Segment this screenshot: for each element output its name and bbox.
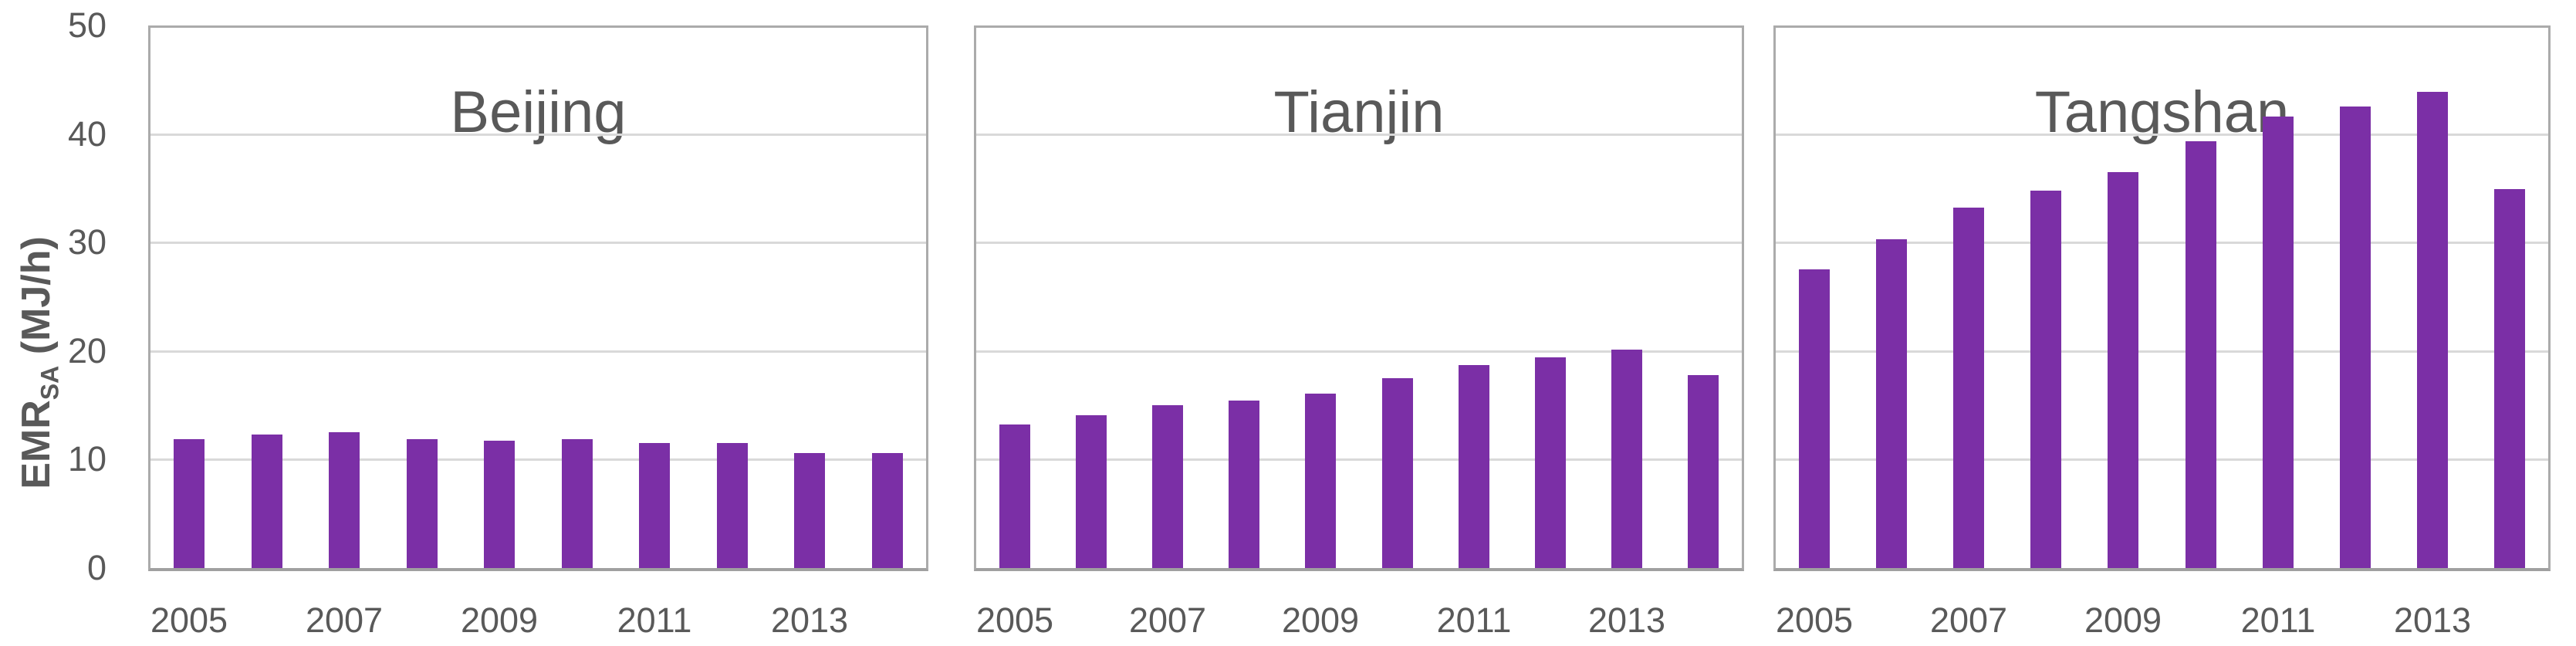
- gridline-10: [1776, 458, 2548, 462]
- bar-2014: [872, 453, 903, 568]
- x-axis-tick-label-2011: 2011: [1436, 600, 1512, 640]
- chart-panel-tianjin: Tianjin: [974, 25, 1744, 571]
- bar-2006: [252, 435, 282, 568]
- bar-2014: [2494, 189, 2525, 568]
- bar-2005: [174, 439, 205, 568]
- bar-2013: [2417, 92, 2448, 568]
- y-axis-tick-label-20: 20: [67, 330, 106, 370]
- y-axis-tick-label-10: 10: [67, 439, 106, 479]
- x-axis-tick-label-2009: 2009: [2084, 600, 2162, 640]
- chart-panel-beijing: Beijing: [148, 25, 928, 571]
- x-axis-tick-label-2013: 2013: [2393, 600, 2472, 640]
- bar-2013: [794, 453, 825, 568]
- bar-2011: [1459, 365, 1489, 568]
- y-axis-tick-label-0: 0: [86, 548, 106, 587]
- bar-2011: [639, 443, 670, 568]
- bar-2009: [484, 441, 515, 568]
- gridline-30: [1776, 242, 2548, 245]
- x-axis-tick-label-2005: 2005: [975, 600, 1054, 640]
- bar-2007: [1152, 405, 1183, 568]
- chart-panel-tangshan: Tangshan: [1773, 25, 2551, 571]
- x-axis-tick-label-2013: 2013: [1587, 600, 1666, 640]
- bar-2009: [2108, 172, 2138, 568]
- bar-2008: [2030, 191, 2061, 568]
- x-axis-tick-label-2007: 2007: [305, 600, 384, 640]
- x-axis-tick-label-2009: 2009: [1281, 600, 1360, 640]
- bar-2008: [1229, 401, 1259, 568]
- bar-2010: [562, 439, 593, 568]
- x-axis-tick-label-2009: 2009: [460, 600, 539, 640]
- bar-2013: [1611, 350, 1642, 568]
- bar-2012: [717, 443, 748, 568]
- x-axis-tick-label-2005: 2005: [150, 600, 228, 640]
- x-axis-tick-label-2007: 2007: [1128, 600, 1207, 640]
- x-axis-tick-label-2011: 2011: [2240, 600, 2316, 640]
- gridline-40: [150, 133, 926, 136]
- panel-title: Tianjin: [1273, 79, 1445, 145]
- bar-2007: [329, 432, 360, 568]
- bar-2012: [2340, 107, 2371, 568]
- bar-2014: [1688, 375, 1719, 568]
- gridline-10: [150, 458, 926, 462]
- panel-title: Tangshan: [2034, 79, 2290, 145]
- gridline-20: [150, 350, 926, 353]
- gridline-20: [1776, 350, 2548, 353]
- gridline-40: [976, 133, 1742, 136]
- bar-2005: [1799, 269, 1830, 568]
- gridline-30: [976, 242, 1742, 245]
- x-axis-tick-label-2011: 2011: [617, 600, 692, 640]
- gridline-10: [976, 458, 1742, 462]
- gridline-30: [150, 242, 926, 245]
- bar-2007: [1953, 208, 1984, 568]
- bar-2006: [1876, 239, 1907, 568]
- bar-2012: [1535, 357, 1566, 568]
- x-axis-tick-label-2013: 2013: [770, 600, 849, 640]
- bar-2008: [407, 439, 438, 568]
- x-axis-tick-label-2005: 2005: [1775, 600, 1854, 640]
- bar-2011: [2263, 117, 2294, 568]
- x-axis-tick-label-2007: 2007: [1929, 600, 2008, 640]
- bar-2010: [1382, 378, 1413, 568]
- panel-title: Beijing: [450, 79, 627, 145]
- y-axis-tick-label-30: 30: [67, 222, 106, 262]
- bar-2005: [999, 424, 1030, 568]
- bar-2006: [1076, 415, 1107, 568]
- y-axis-tick-label-50: 50: [67, 5, 106, 45]
- gridline-20: [976, 350, 1742, 353]
- bar-2009: [1305, 394, 1336, 568]
- bar-2010: [2186, 141, 2216, 568]
- gridline-40: [1776, 133, 2548, 136]
- y-axis-tick-label-40: 40: [67, 113, 106, 154]
